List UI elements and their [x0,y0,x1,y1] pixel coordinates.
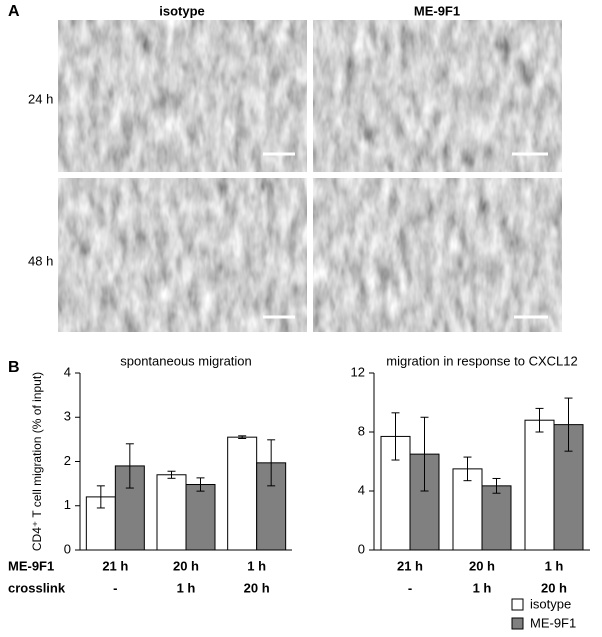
x-tick-label: 1 h [177,580,196,595]
y-tick-label: 8 [358,423,365,438]
legend-swatch [511,598,524,611]
panel-label: B [8,359,20,376]
bar [524,419,555,551]
row-label: crosslink [8,580,66,595]
x-tick-label: 21 h [102,558,128,573]
x-tick-label: 20 h [244,580,270,595]
bar [481,485,512,551]
bar [185,484,216,551]
bar [256,462,287,551]
micrograph [58,178,307,332]
x-tick-label: 20 h [469,558,495,573]
x-tick-label: 20 h [541,580,567,595]
y-axis-label: CD4⁺ T cell migration (% of input) [30,372,44,551]
row-header: 24 h [28,91,53,106]
legend-label: ME-9F1 [530,615,576,630]
x-tick-label: - [408,580,412,595]
y-tick-label: 0 [64,541,71,556]
x-tick-label: 1 h [247,558,266,573]
x-tick-label: 1 h [473,580,492,595]
bar [156,474,187,551]
y-tick-label: 4 [358,482,365,497]
micrograph [313,20,562,172]
y-tick-label: 2 [64,453,71,468]
micrographs [58,20,562,332]
column-header: ME-9F1 [414,3,460,18]
bar [227,436,258,551]
panel-label: A [8,3,20,20]
y-tick-label: 4 [64,364,71,379]
micrograph [313,178,562,332]
y-tick-label: 12 [351,364,365,379]
x-tick-label: 20 h [173,558,199,573]
legend-label: isotype [530,596,571,611]
row-header: 48 h [28,253,53,268]
micrograph [58,20,307,172]
legend-swatch [511,617,524,630]
row-label: ME-9F1 [8,558,54,573]
column-header: isotype [159,3,205,18]
x-tick-label: - [113,580,117,595]
y-tick-label: 3 [64,409,71,424]
bar [452,468,483,551]
y-tick-label: 0 [358,541,365,556]
y-tick-label: 1 [64,497,71,512]
chart-title: spontaneous migration [120,353,252,368]
x-tick-label: 21 h [397,558,423,573]
chart-title: migration in response to CXCL12 [386,353,578,368]
x-tick-label: 1 h [545,558,564,573]
